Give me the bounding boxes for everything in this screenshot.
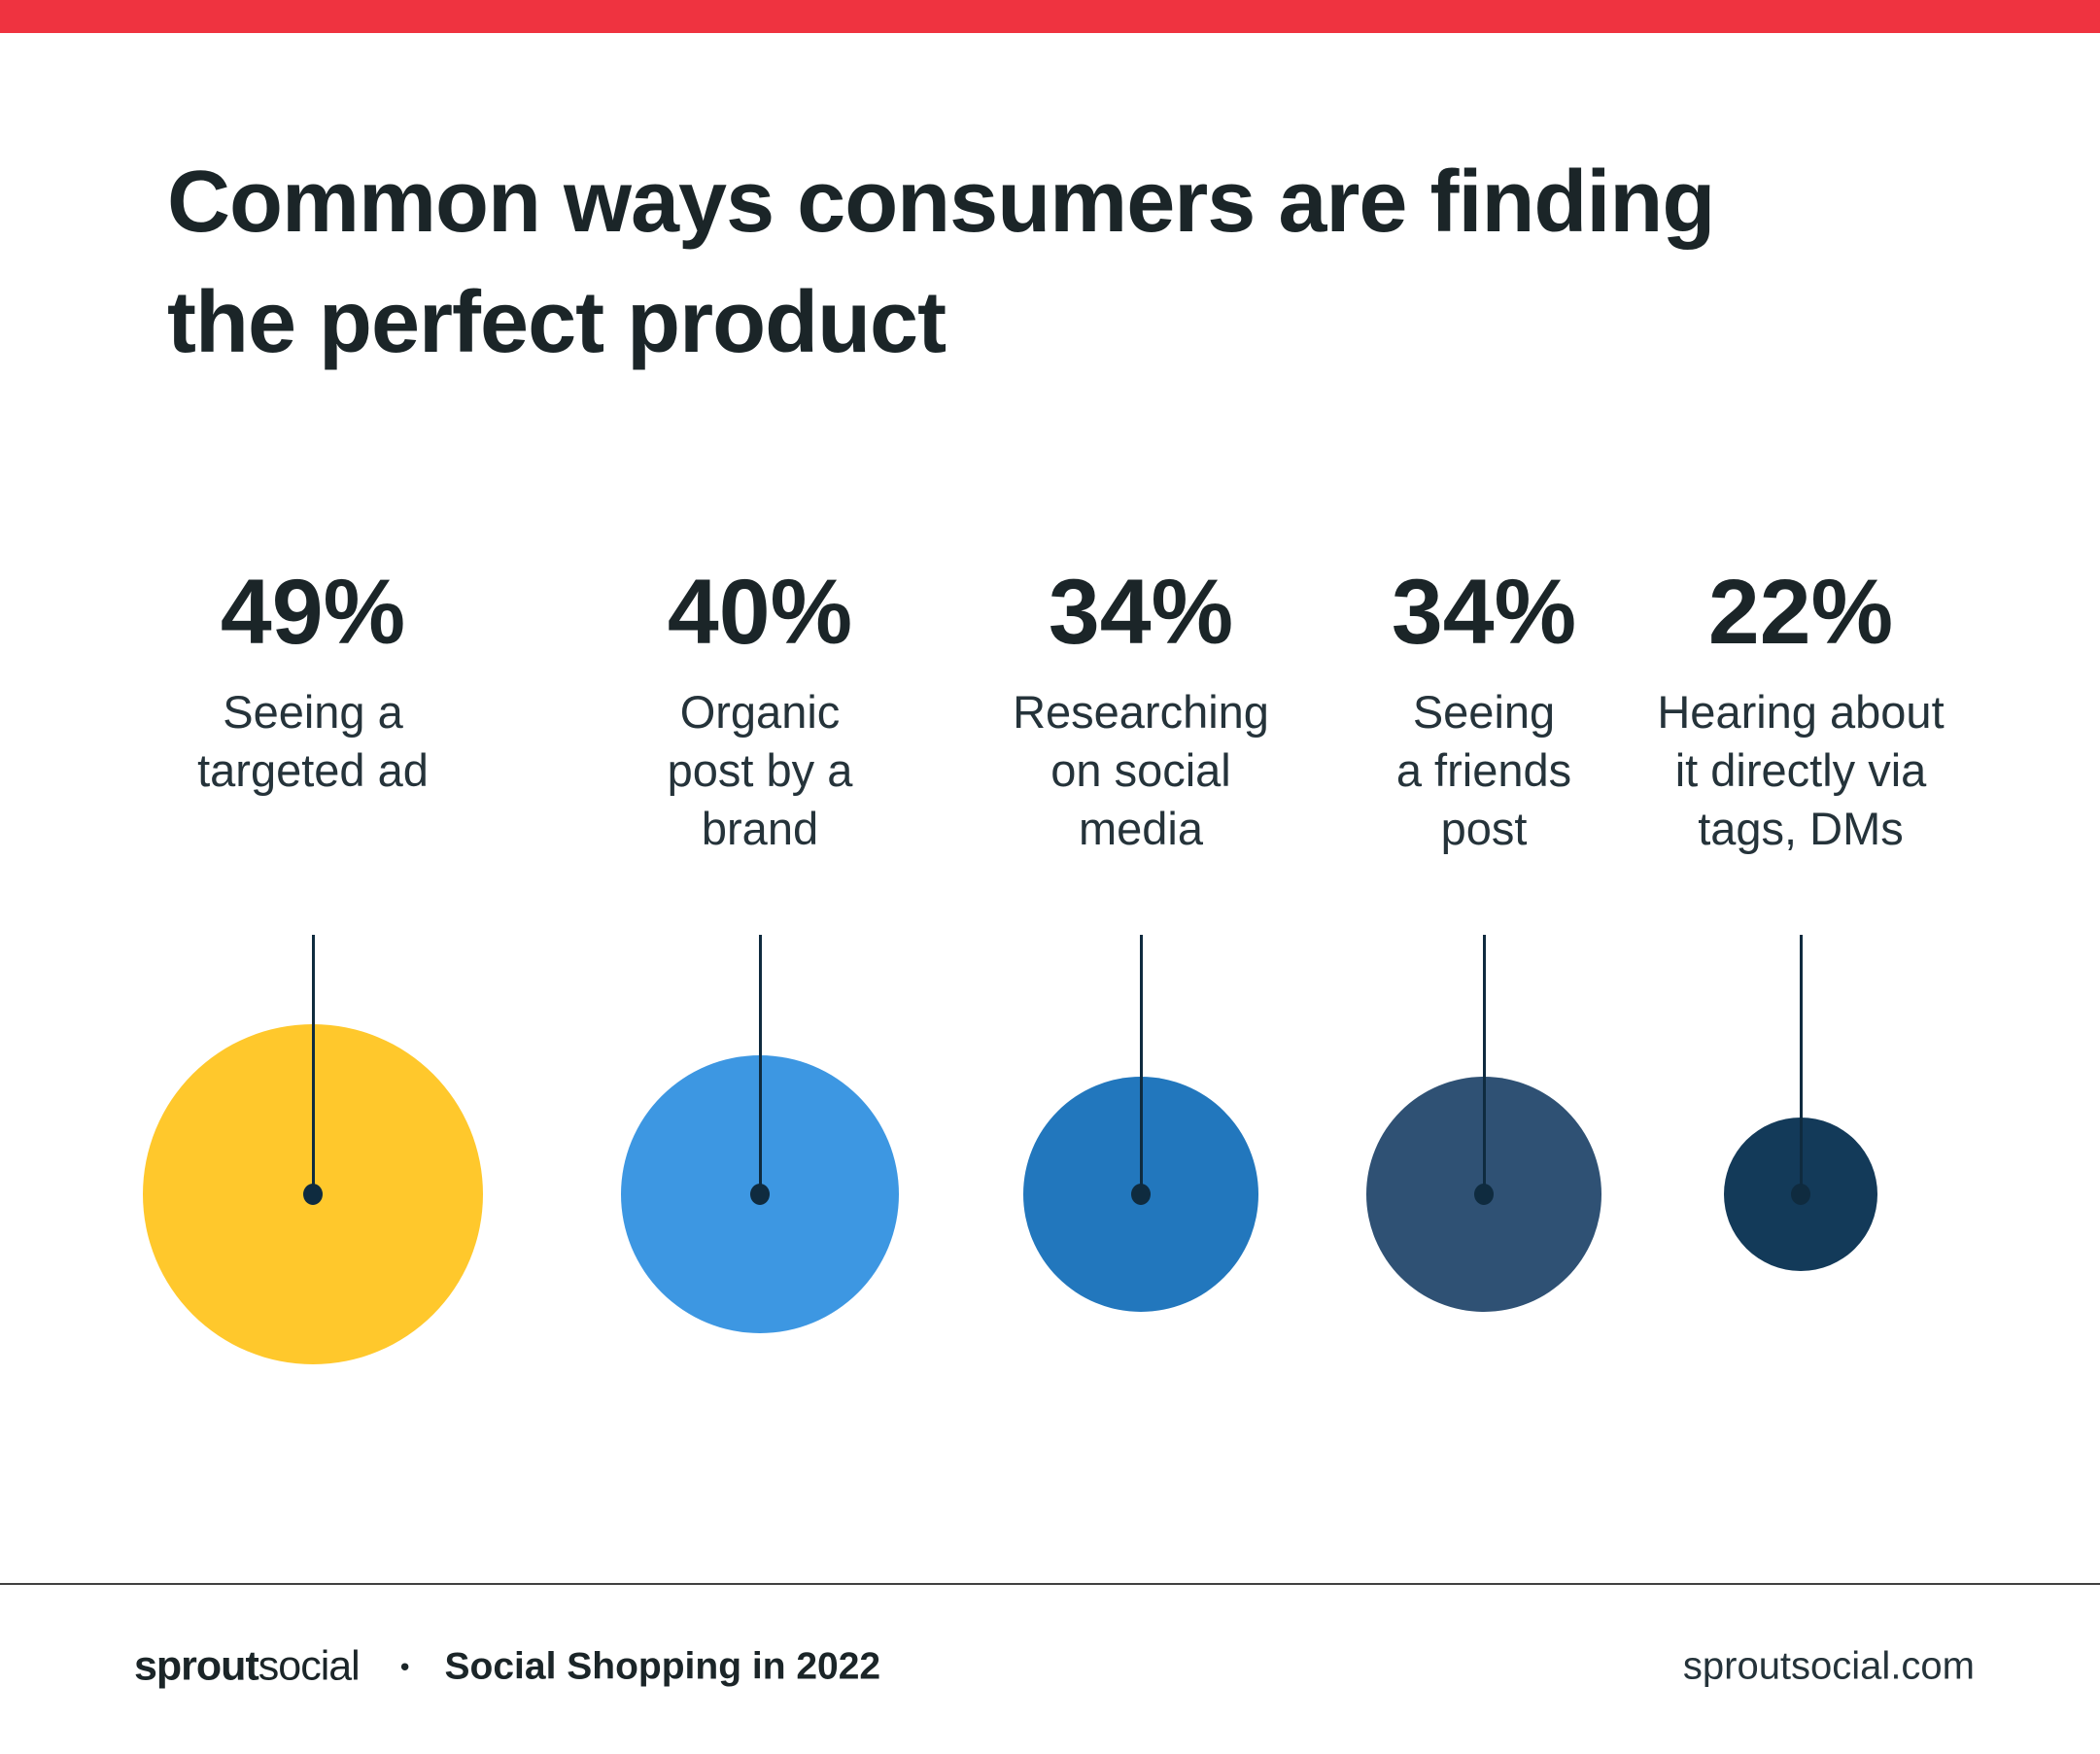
footer-left: sprout social • Social Shopping in 2022: [134, 1643, 880, 1691]
brand-logo-social: social: [258, 1642, 361, 1690]
brand-logo-sprout: sprout: [134, 1642, 259, 1690]
stat-label: Organic post by a brand: [507, 683, 1013, 858]
stat-label-line: a friends: [1395, 744, 1572, 796]
plumb-line: [1139, 935, 1143, 1194]
plumb-line: [1799, 935, 1803, 1194]
stat-percent: 22%: [1707, 561, 1894, 664]
center-dot: [303, 1184, 323, 1205]
top-accent-bar: [0, 0, 2100, 33]
center-dot: [1474, 1184, 1494, 1205]
stat-label-line: it directly via: [1674, 744, 1927, 796]
center-dot: [1791, 1184, 1810, 1205]
stat-label-line: brand: [701, 803, 819, 854]
plumb-line: [758, 935, 762, 1194]
stat-label: Researching on social media: [888, 683, 1394, 858]
stat-percent: 34%: [1391, 561, 1577, 664]
stat-label: Seeing a friends post: [1231, 683, 1737, 858]
footer-divider: [0, 1583, 2100, 1585]
stat-label-line: Seeing: [1412, 686, 1556, 738]
page-title-line2: the perfect product: [167, 274, 947, 371]
stat-percent: 34%: [1048, 561, 1234, 664]
center-dot: [750, 1184, 770, 1205]
stat-label-line: Hearing about: [1657, 686, 1945, 738]
stat-label-line: Organic: [679, 686, 841, 738]
report-title: Social Shopping in 2022: [444, 1645, 881, 1687]
website-link: sproutsocial.com: [1682, 1644, 1975, 1688]
stat-label-line: post: [1440, 803, 1528, 854]
stat-label-line: Seeing a: [223, 686, 403, 738]
stat-percent: 40%: [667, 561, 853, 664]
stat-label-line: tags, DMs: [1698, 803, 1904, 854]
stat-label: Seeing a targeted ad: [60, 683, 566, 800]
plumb-line: [311, 935, 315, 1194]
stat-label-line: media: [1078, 803, 1203, 854]
footer-separator-dot: •: [399, 1651, 410, 1681]
page-title-line1: Common ways consumers are finding: [167, 154, 1715, 251]
stat-label-line: targeted ad: [197, 744, 429, 796]
stat-percent: 49%: [220, 561, 406, 664]
stat-label: Hearing about it directly via tags, DMs: [1548, 683, 2053, 858]
plumb-line: [1482, 935, 1486, 1194]
page-title: Common ways consumers are finding the pe…: [167, 142, 1916, 383]
center-dot: [1131, 1184, 1151, 1205]
stat-label-line: post by a: [667, 744, 853, 796]
stat-label-line: on social: [1050, 744, 1231, 796]
stat-label-line: Researching: [1013, 686, 1269, 738]
